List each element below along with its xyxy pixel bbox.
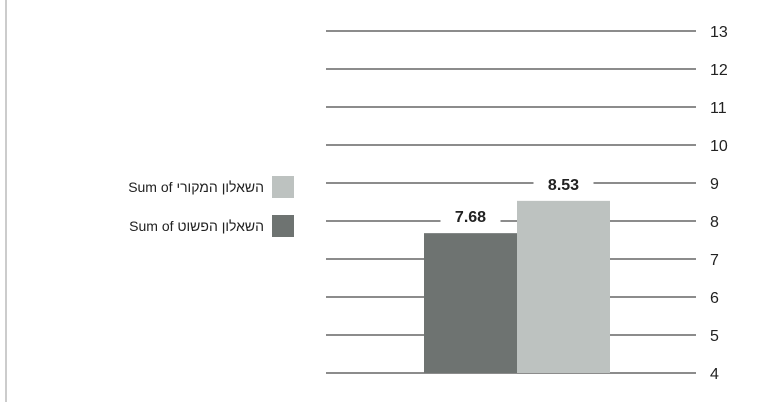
y-tick-label-11: 11: [710, 100, 727, 117]
y-tick-label-12: 12: [710, 62, 728, 79]
y-tick-label-4: 4: [710, 366, 719, 383]
bar-1: [517, 200, 610, 373]
legend-label-original: Sum of השאלון המקורי: [128, 179, 264, 195]
legend-swatch-original: [272, 176, 294, 198]
y-tick-label-13: 13: [710, 24, 728, 41]
y-tick-label-8: 8: [710, 214, 719, 231]
y-tick-label-9: 9: [710, 176, 719, 193]
data-label-bg-1: [533, 175, 594, 196]
y-tick-label-6: 6: [710, 290, 719, 307]
legend: Sum of השאלון המקורי Sum of השאלון הפשוט: [128, 174, 294, 239]
y-tick-label-5: 5: [710, 328, 719, 345]
data-label-1: 8.53: [548, 177, 579, 194]
data-label-bg-0: [440, 208, 501, 229]
bar-0: [424, 233, 517, 373]
legend-item-simple: Sum of השאלון הפשוט: [128, 213, 294, 239]
y-tick-label-10: 10: [710, 138, 728, 155]
legend-label-simple: Sum of השאלון הפשוט: [129, 218, 264, 234]
legend-item-original: Sum of השאלון המקורי: [128, 174, 294, 200]
y-tick-label-7: 7: [710, 252, 719, 269]
data-label-0: 7.68: [455, 209, 486, 226]
legend-swatch-simple: [272, 215, 294, 237]
